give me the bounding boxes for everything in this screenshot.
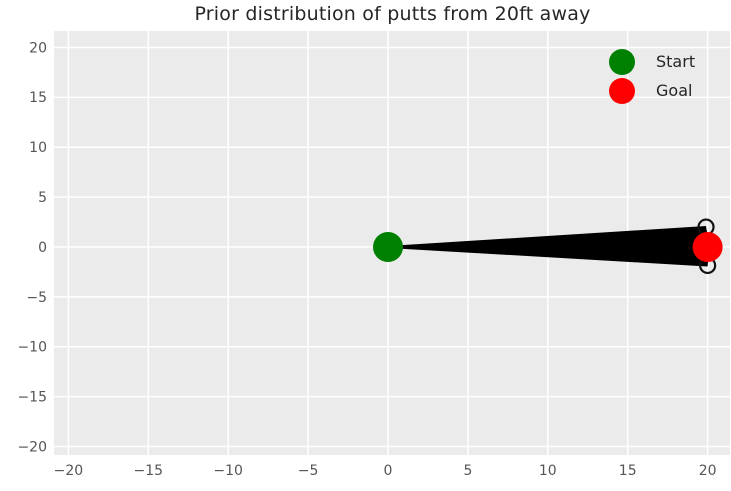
svg-text:5: 5 xyxy=(38,190,47,206)
goal-marker-icon xyxy=(609,77,635,104)
svg-text:10: 10 xyxy=(29,140,47,156)
legend-label-goal: Goal xyxy=(656,81,693,100)
svg-text:5: 5 xyxy=(463,463,472,479)
svg-text:20: 20 xyxy=(29,40,47,56)
putt-trajectory-fan xyxy=(388,227,711,266)
svg-text:−10: −10 xyxy=(17,340,47,356)
y-tick-labels: −20 −15 −10 −5 0 5 10 15 20 xyxy=(17,40,47,455)
svg-text:−15: −15 xyxy=(134,463,164,479)
svg-text:20: 20 xyxy=(699,463,717,479)
chart-title: Prior distribution of putts from 20ft aw… xyxy=(194,3,591,25)
svg-text:15: 15 xyxy=(29,90,47,106)
svg-text:−15: −15 xyxy=(17,390,47,406)
svg-text:−5: −5 xyxy=(298,463,319,479)
legend-item-start: Start xyxy=(609,47,695,76)
svg-text:−10: −10 xyxy=(213,463,243,479)
goal-point-icon xyxy=(692,231,723,262)
putt-trajectory-line xyxy=(387,226,707,248)
svg-text:−20: −20 xyxy=(17,439,47,455)
svg-text:−20: −20 xyxy=(54,463,84,479)
legend-item-goal: Goal xyxy=(609,76,695,105)
svg-text:−5: −5 xyxy=(26,290,47,306)
svg-text:15: 15 xyxy=(619,463,637,479)
putt-trajectory-line xyxy=(387,245,708,267)
start-marker-icon xyxy=(609,48,635,75)
start-point-icon xyxy=(373,231,404,262)
svg-text:10: 10 xyxy=(539,463,557,479)
x-tick-labels: −20 −15 −10 −5 0 5 10 15 20 xyxy=(54,463,717,479)
svg-text:0: 0 xyxy=(384,463,393,479)
svg-text:0: 0 xyxy=(38,240,47,256)
legend: Start Goal xyxy=(609,47,695,105)
legend-label-start: Start xyxy=(656,52,696,71)
